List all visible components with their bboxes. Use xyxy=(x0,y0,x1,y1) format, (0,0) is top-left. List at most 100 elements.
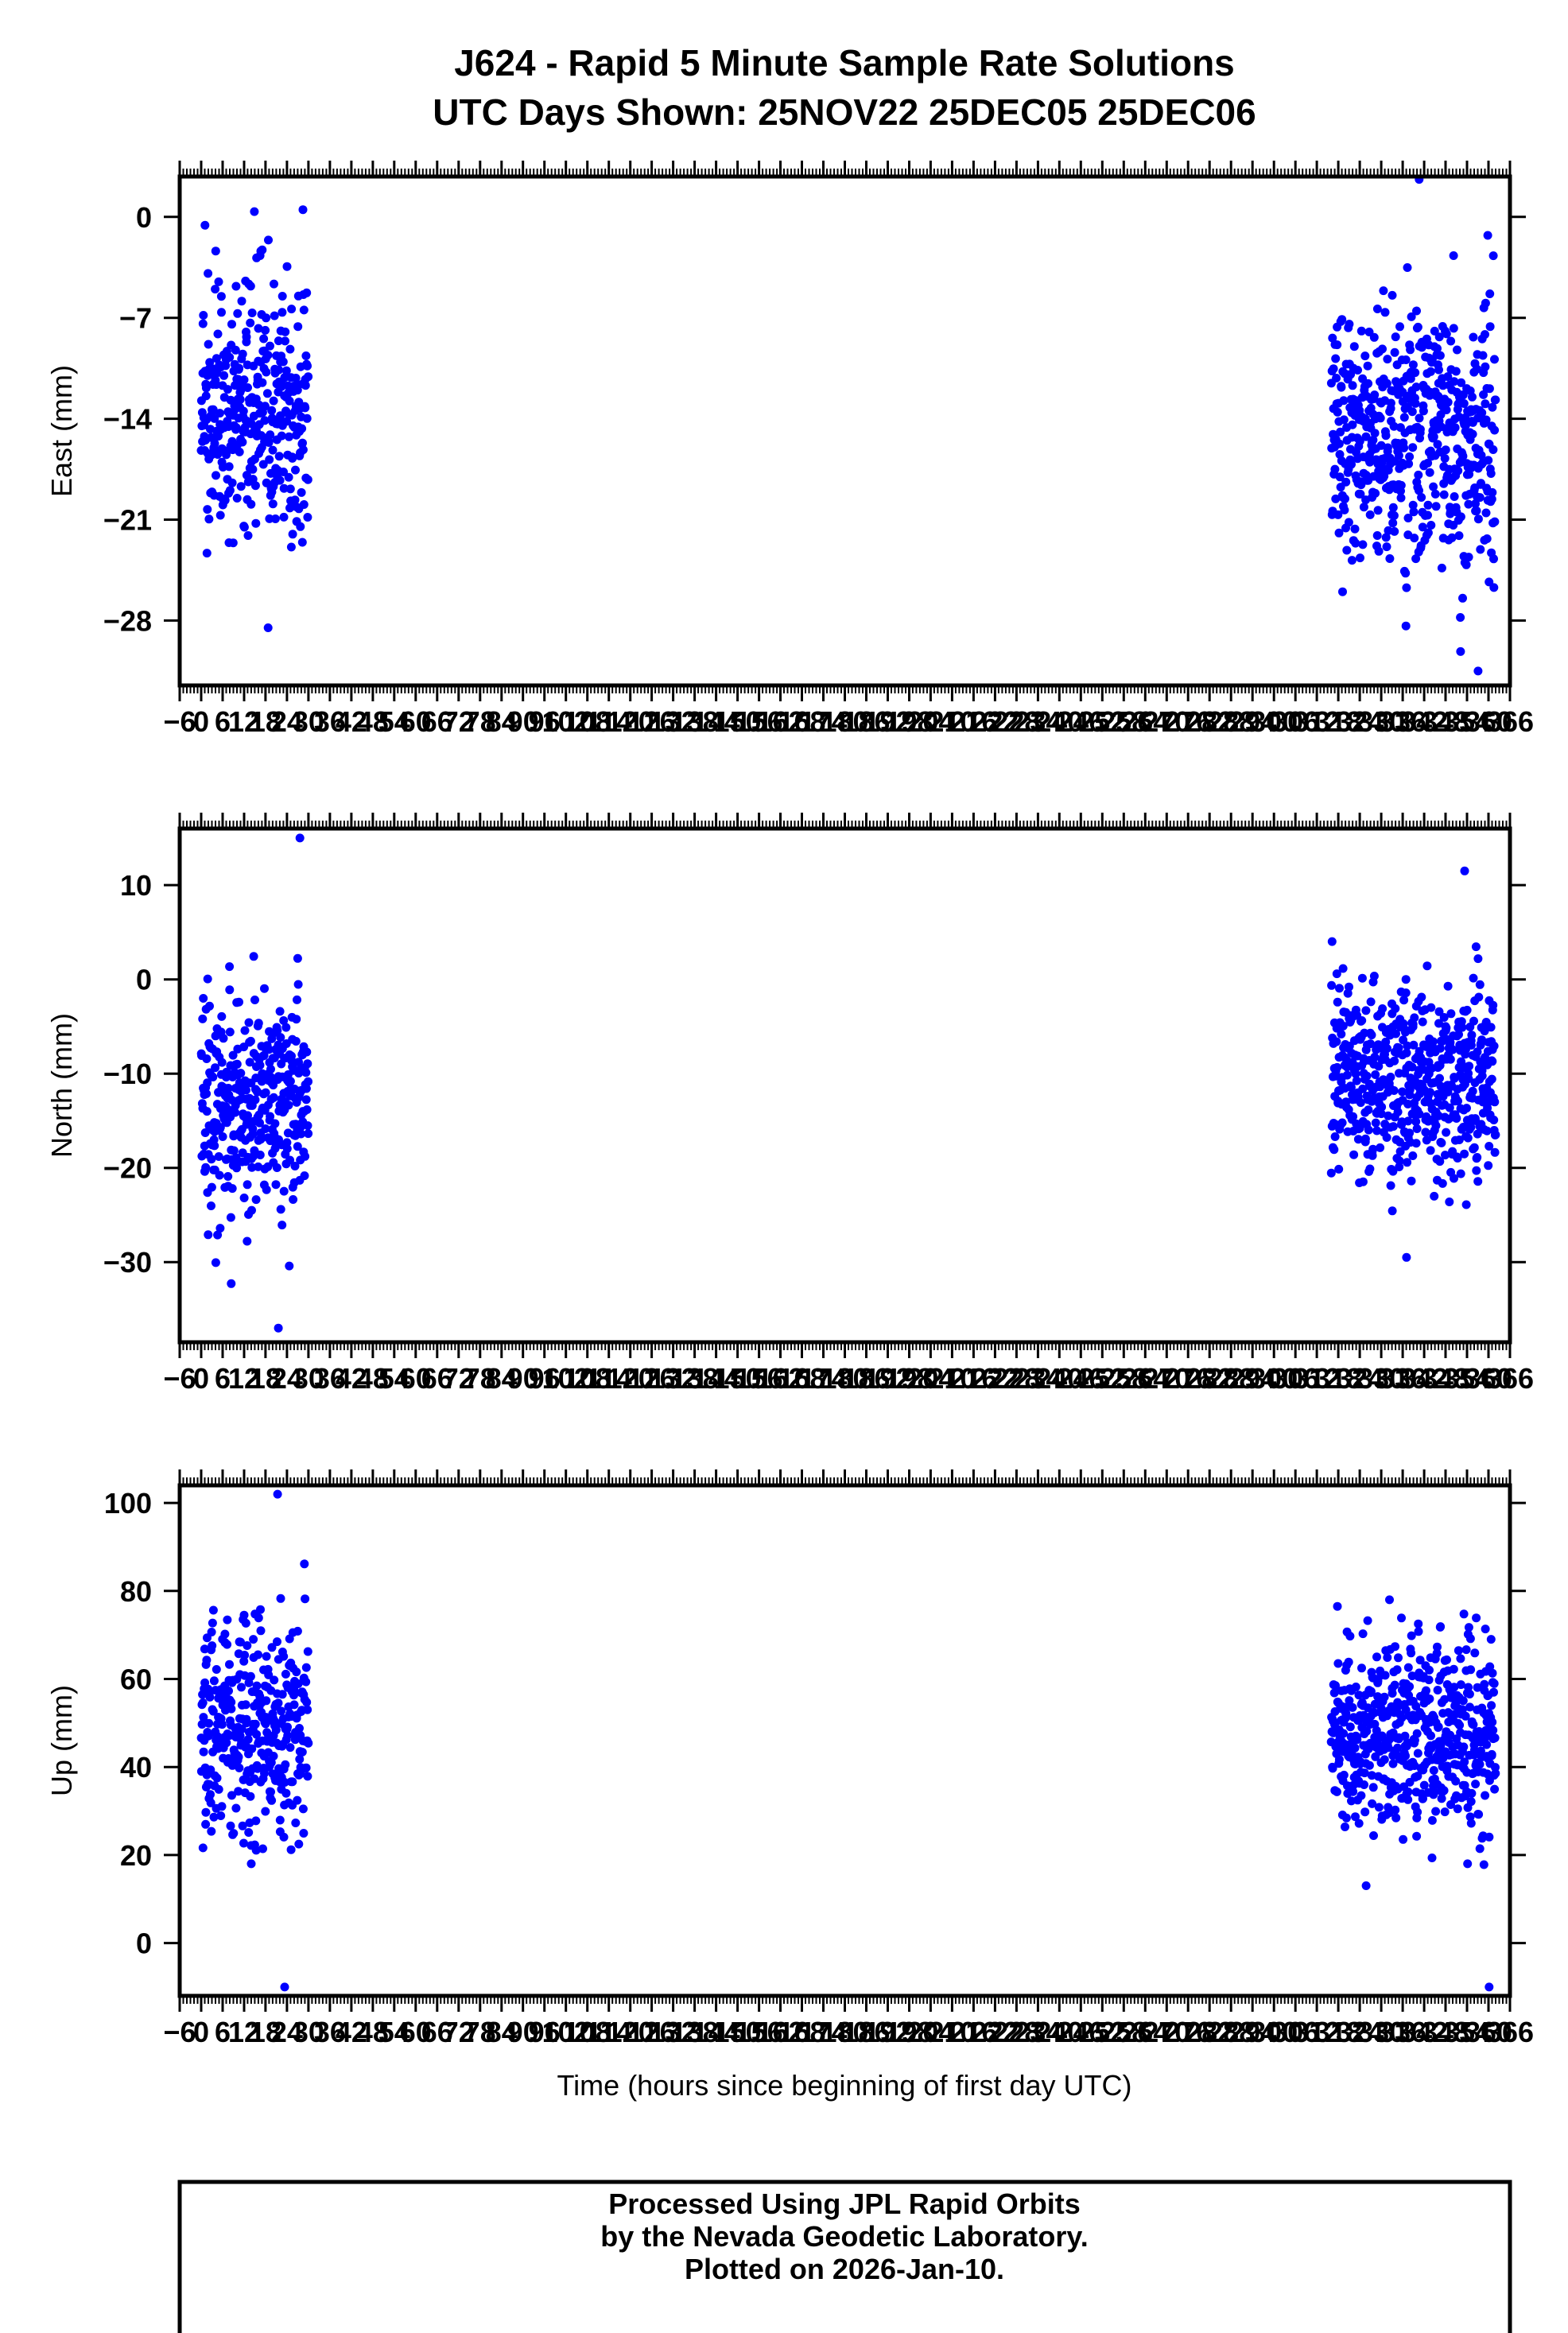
x-tick-label: 234 xyxy=(1014,2016,1062,2048)
x-tick-label: 360 xyxy=(1465,705,1512,738)
up-panel: −60 6121824303642485460667278849096102108… xyxy=(45,1469,1534,2048)
data-point xyxy=(1463,1133,1473,1143)
data-point xyxy=(1390,1056,1399,1066)
data-point xyxy=(1333,510,1343,519)
y-tick-label: 100 xyxy=(104,1487,152,1520)
data-point xyxy=(1487,1074,1496,1084)
data-point xyxy=(1490,1147,1500,1157)
data-point xyxy=(1427,1854,1437,1862)
data-point xyxy=(262,1728,272,1737)
x-tick-label: 342 xyxy=(1400,705,1448,738)
data-point xyxy=(242,1085,250,1095)
data-point xyxy=(226,1821,235,1830)
data-point xyxy=(286,1845,296,1854)
data-point xyxy=(232,1163,242,1173)
data-point xyxy=(1486,469,1496,478)
x-tick-label: 234 xyxy=(1014,1362,1062,1395)
data-point xyxy=(232,1059,242,1069)
data-point xyxy=(205,1001,214,1011)
data-point xyxy=(1356,1791,1366,1800)
data-point xyxy=(304,1738,313,1748)
x-tick-label: 6 xyxy=(215,2016,231,2048)
north-panel: −60 6121824303642485460667278849096102108… xyxy=(45,813,1534,1395)
data-point xyxy=(1490,517,1500,526)
data-point xyxy=(1338,587,1347,596)
data-point xyxy=(1391,1642,1399,1652)
data-point xyxy=(207,1155,216,1164)
data-point xyxy=(250,1095,260,1104)
data-point xyxy=(1353,1135,1363,1144)
data-point xyxy=(239,1194,249,1202)
data-point xyxy=(1433,440,1442,449)
x-tick-label: 0 xyxy=(193,705,209,738)
data-point xyxy=(1360,1768,1369,1778)
x-tick-label: 96 xyxy=(529,705,561,738)
x-tick-label: 114 xyxy=(586,705,632,738)
data-point xyxy=(229,1146,239,1155)
data-point xyxy=(1398,1087,1407,1097)
data-point xyxy=(1458,452,1468,461)
data-point xyxy=(225,1027,235,1037)
data-point xyxy=(299,500,309,509)
data-point xyxy=(1484,456,1493,465)
data-point xyxy=(1468,429,1477,439)
data-point xyxy=(1391,332,1400,342)
data-point xyxy=(1345,1632,1355,1641)
data-point xyxy=(222,1738,231,1748)
data-point xyxy=(1349,1150,1359,1159)
data-point xyxy=(1329,1688,1339,1698)
x-tick-label: 18 xyxy=(250,1362,281,1395)
data-point xyxy=(1333,407,1342,417)
data-point xyxy=(278,292,287,301)
x-tick-label: 210 xyxy=(928,705,976,738)
data-point xyxy=(297,1747,307,1757)
data-point xyxy=(1461,560,1471,569)
y-axis-label: Up (mm) xyxy=(45,1685,78,1796)
data-point xyxy=(1391,1029,1400,1038)
plot-frame xyxy=(177,826,1512,1345)
data-point xyxy=(1477,1071,1487,1081)
data-point xyxy=(1332,374,1341,382)
data-point xyxy=(288,1777,297,1787)
data-point xyxy=(274,365,284,375)
data-point xyxy=(1426,367,1435,376)
data-point xyxy=(1397,1613,1406,1623)
data-point xyxy=(1391,1813,1401,1823)
data-point xyxy=(1403,514,1413,522)
data-point xyxy=(1445,1198,1454,1206)
data-point xyxy=(1430,1191,1439,1201)
data-point xyxy=(1457,1057,1466,1066)
data-point xyxy=(212,354,221,363)
data-point xyxy=(1415,1656,1425,1665)
data-point xyxy=(1374,1803,1384,1812)
data-point xyxy=(249,1635,258,1644)
data-point xyxy=(1486,1023,1496,1032)
data-point xyxy=(251,1816,261,1826)
x-tick-label: 216 xyxy=(949,705,997,738)
data-point xyxy=(275,1815,285,1825)
data-point xyxy=(212,471,220,480)
data-point xyxy=(215,409,224,418)
data-point xyxy=(261,1124,270,1133)
data-point xyxy=(293,1795,302,1805)
data-point xyxy=(1407,1176,1416,1186)
x-tick-label: 306 xyxy=(1271,1362,1319,1395)
x-tick-label: 6 xyxy=(215,705,231,738)
data-point xyxy=(222,1067,231,1077)
data-point xyxy=(1403,263,1412,272)
data-point xyxy=(281,327,290,336)
data-point xyxy=(1411,382,1421,392)
data-point xyxy=(269,1752,278,1760)
data-point xyxy=(212,1665,221,1674)
data-point xyxy=(287,305,297,314)
data-point xyxy=(302,288,312,297)
data-point xyxy=(255,1061,265,1070)
data-point xyxy=(214,1784,223,1794)
y-axis-label: East (mm) xyxy=(45,365,78,497)
data-point xyxy=(1337,1030,1346,1038)
x-tick-label: 252 xyxy=(1078,1362,1126,1395)
data-point xyxy=(1469,1143,1479,1152)
data-point xyxy=(1366,997,1376,1007)
data-point xyxy=(1443,398,1453,407)
data-point xyxy=(248,1129,258,1139)
